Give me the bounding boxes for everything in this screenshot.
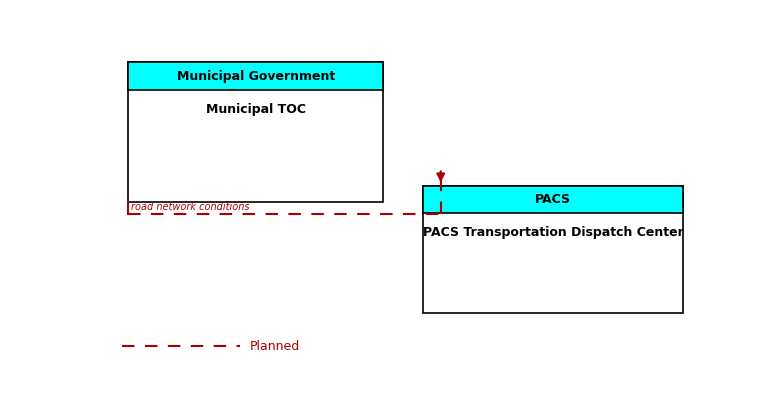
Bar [128,62,383,202]
Text: Municipal Government: Municipal Government [176,70,335,82]
Bar [423,186,684,313]
Text: Municipal TOC: Municipal TOC [206,103,305,116]
Text: road network conditions: road network conditions [132,202,250,212]
Text: Planned: Planned [250,339,300,353]
Bar [128,62,383,90]
Bar [423,186,684,213]
Text: PACS: PACS [535,193,571,206]
Text: PACS Transportation Dispatch Center: PACS Transportation Dispatch Center [423,225,684,239]
